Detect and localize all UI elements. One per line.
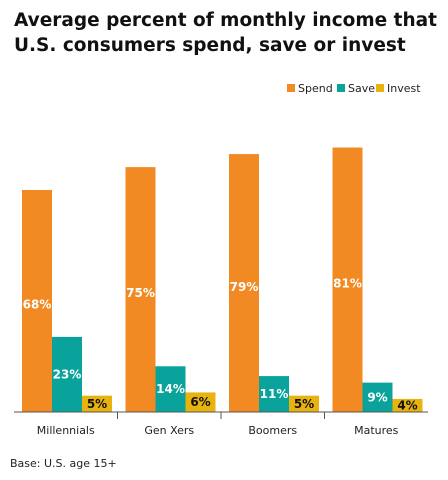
- legend-item-invest: Invest: [376, 82, 421, 95]
- legend-swatch-save: [337, 84, 345, 92]
- data-label-invest-boomers: 5%: [294, 397, 314, 411]
- category-label-matures: Matures: [354, 424, 399, 437]
- data-label-invest-matures: 4%: [397, 398, 417, 412]
- bar-save-millennials: [52, 336, 82, 412]
- base-footnote: Base: U.S. age 15+: [10, 457, 117, 470]
- bar-spend-millennials: [22, 189, 52, 412]
- category-label-millennials: Millennials: [37, 424, 95, 437]
- legend-label-spend: Spend: [298, 82, 333, 95]
- bar-group-millennials: 68% 23% 5%: [22, 189, 112, 412]
- legend-swatch-invest: [376, 84, 384, 92]
- bar-spend-gen-xers: [125, 167, 156, 412]
- chart-title: Average percent of monthly income that U…: [14, 10, 437, 56]
- bar-save-matures: [362, 382, 393, 412]
- bar-invest-gen-xers: [185, 392, 216, 412]
- bar-group-matures: 81% 9% 4%: [332, 147, 423, 412]
- x-axis-category-labels: Millennials Gen Xers Boomers Matures: [37, 424, 399, 437]
- data-label-spend-gen-xers: 75%: [126, 286, 155, 300]
- data-label-invest-millennials: 5%: [87, 397, 107, 411]
- data-label-invest-gen-xers: 6%: [190, 395, 210, 409]
- category-label-boomers: Boomers: [248, 424, 297, 437]
- data-label-save-boomers: 11%: [260, 387, 289, 401]
- data-label-save-gen-xers: 14%: [156, 382, 185, 396]
- chart-title-line-2: U.S. consumers spend, save or invest: [14, 35, 406, 56]
- data-label-spend-millennials: 68%: [23, 297, 52, 311]
- x-axis-ticks: [117, 412, 325, 419]
- data-label-spend-boomers: 79%: [230, 280, 259, 294]
- bar-group-boomers: 79% 11% 5%: [229, 154, 319, 412]
- bars: 68% 23% 5% 75% 14% 6% 79% 11% 5% 81% 9% 4%: [22, 147, 423, 412]
- legend-item-spend: Spend: [287, 82, 333, 95]
- bar-spend-boomers: [229, 154, 259, 412]
- legend: Spend Save Invest: [287, 82, 421, 95]
- bar-invest-boomers: [289, 395, 319, 412]
- bar-invest-matures: [392, 398, 423, 412]
- bar-save-gen-xers: [155, 366, 186, 412]
- category-label-gen-xers: Gen Xers: [144, 424, 194, 437]
- data-label-save-millennials: 23%: [53, 367, 82, 381]
- legend-swatch-spend: [287, 84, 295, 92]
- bar-invest-millennials: [82, 395, 112, 412]
- legend-label-save: Save: [348, 82, 375, 95]
- legend-item-save: Save: [337, 82, 375, 95]
- data-label-save-matures: 9%: [367, 390, 387, 404]
- bar-spend-matures: [332, 147, 363, 412]
- bar-group-gen-xers: 75% 14% 6%: [125, 167, 216, 412]
- legend-label-invest: Invest: [387, 82, 421, 95]
- data-label-spend-matures: 81%: [333, 277, 362, 291]
- chart-title-line-1: Average percent of monthly income that: [14, 10, 437, 31]
- bar-save-boomers: [259, 376, 289, 412]
